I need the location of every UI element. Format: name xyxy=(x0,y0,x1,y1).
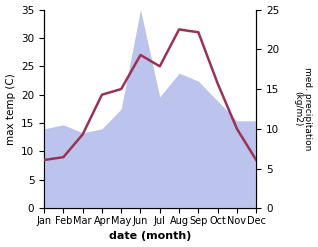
Y-axis label: max temp (C): max temp (C) xyxy=(5,73,16,145)
X-axis label: date (month): date (month) xyxy=(109,231,191,242)
Y-axis label: med. precipitation
(kg/m2): med. precipitation (kg/m2) xyxy=(293,67,313,151)
